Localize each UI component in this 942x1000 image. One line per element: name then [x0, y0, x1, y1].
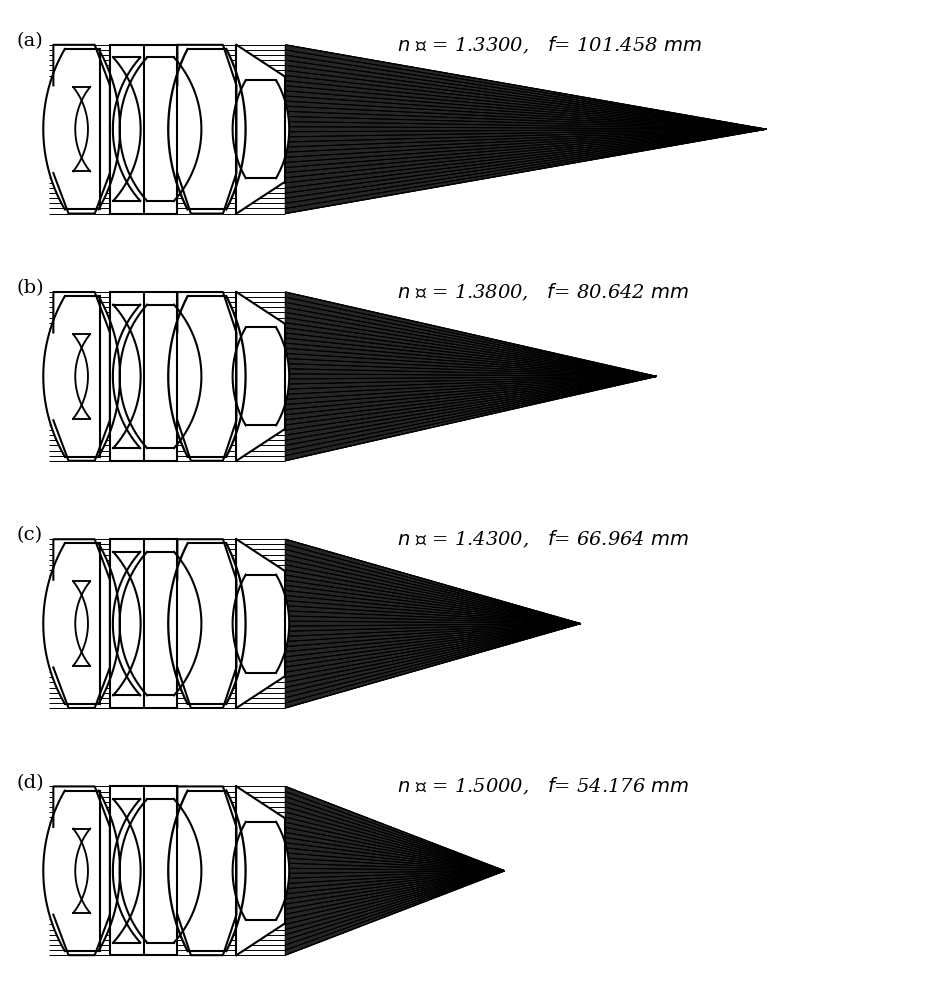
Polygon shape	[43, 543, 120, 704]
Polygon shape	[169, 791, 246, 951]
Polygon shape	[169, 49, 246, 209]
Text: (c): (c)	[16, 527, 42, 545]
Polygon shape	[54, 292, 110, 461]
Polygon shape	[54, 539, 110, 708]
Polygon shape	[169, 296, 246, 457]
Polygon shape	[113, 799, 140, 943]
Text: $n$ 液 = 1.3800,   $f$= 80.642 $mm$: $n$ 液 = 1.3800, $f$= 80.642 $mm$	[397, 281, 689, 303]
Polygon shape	[120, 799, 202, 943]
Polygon shape	[177, 45, 236, 214]
Polygon shape	[110, 45, 177, 214]
Polygon shape	[110, 292, 177, 461]
Polygon shape	[73, 334, 90, 419]
Polygon shape	[285, 539, 580, 708]
Polygon shape	[236, 539, 285, 708]
Text: (a): (a)	[16, 32, 43, 50]
Polygon shape	[54, 45, 110, 214]
Polygon shape	[120, 552, 202, 695]
Text: $n$ 液 = 1.5000,   $f$= 54.176 $mm$: $n$ 液 = 1.5000, $f$= 54.176 $mm$	[397, 776, 690, 797]
Polygon shape	[233, 575, 289, 673]
Polygon shape	[113, 305, 140, 448]
Polygon shape	[43, 791, 120, 951]
Polygon shape	[177, 292, 236, 461]
Polygon shape	[285, 292, 657, 461]
Polygon shape	[236, 292, 285, 461]
Polygon shape	[110, 539, 177, 708]
Polygon shape	[236, 786, 285, 955]
Polygon shape	[73, 829, 90, 913]
Polygon shape	[113, 552, 140, 695]
Polygon shape	[236, 45, 285, 214]
Text: $n$ 液 = 1.4300,   $f$= 66.964 $mm$: $n$ 液 = 1.4300, $f$= 66.964 $mm$	[397, 529, 689, 550]
Polygon shape	[169, 543, 246, 704]
Polygon shape	[43, 49, 120, 209]
Polygon shape	[233, 327, 289, 425]
Polygon shape	[110, 786, 177, 955]
Polygon shape	[120, 305, 202, 448]
Text: (d): (d)	[16, 774, 44, 792]
Polygon shape	[113, 57, 140, 201]
Polygon shape	[177, 539, 236, 708]
Polygon shape	[43, 296, 120, 457]
Polygon shape	[54, 786, 110, 955]
Polygon shape	[285, 786, 505, 955]
Text: $n$ 液 = 1.3300,   $f$= 101.458 $mm$: $n$ 液 = 1.3300, $f$= 101.458 $mm$	[397, 34, 702, 56]
Polygon shape	[120, 57, 202, 201]
Polygon shape	[73, 581, 90, 666]
Text: (b): (b)	[16, 279, 44, 297]
Polygon shape	[177, 786, 236, 955]
Polygon shape	[233, 80, 289, 178]
Polygon shape	[233, 822, 289, 920]
Polygon shape	[73, 87, 90, 171]
Polygon shape	[285, 45, 766, 214]
